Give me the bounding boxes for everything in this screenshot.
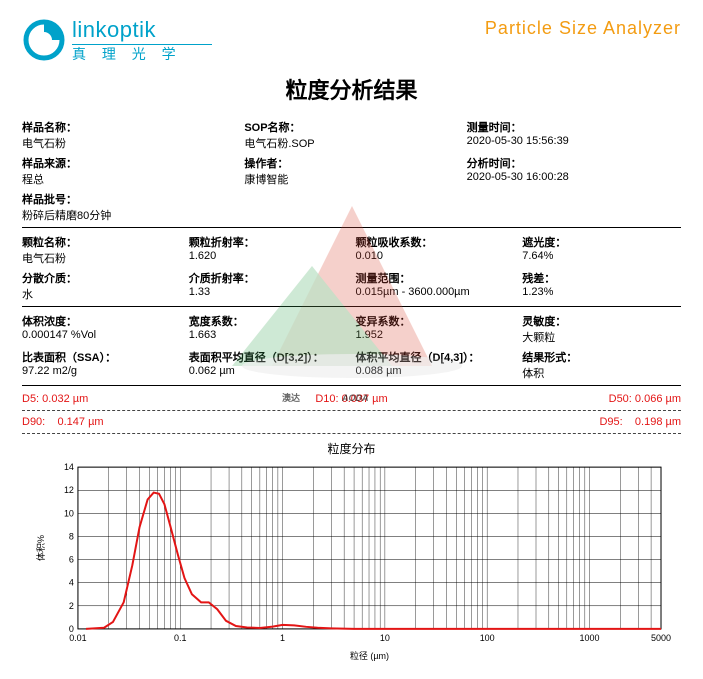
lbl: 颗粒折射率： <box>189 237 255 249</box>
val: 2020-05-30 15:56:39 <box>467 135 569 147</box>
lbl: 测量范围： <box>356 273 411 285</box>
info-block-3: 体积浓度：0.000147 %Vol 宽度系数：1.663 变异系数：1.952… <box>22 311 681 383</box>
svg-text:10: 10 <box>64 508 74 518</box>
val: 0.088 µm <box>356 365 402 377</box>
val: 1.952 <box>356 329 384 341</box>
info-block-2: 颗粒名称： 电气石粉 颗粒折射率：1.620 颗粒吸收系数：0.010 遮光度：7… <box>22 232 681 304</box>
val: 康博智能 <box>244 174 288 186</box>
svg-text:14: 14 <box>64 462 74 472</box>
d-row-1: D5: 0.032 µm D10: 0.037 µm D50: 0.066 µm <box>22 390 681 408</box>
d50: D50: 0.066 µm <box>461 393 681 405</box>
lbl: 灵敏度： <box>522 316 566 328</box>
info-block-1: 样品名称：电气石粉 SOP名称：电气石粉.SOP 测量时间：2020-05-30… <box>22 117 681 225</box>
svg-text:2: 2 <box>69 600 74 610</box>
val: 0.062 µm <box>189 365 235 377</box>
val: 1.33 <box>189 286 210 298</box>
distribution-chart: 024681012140.010.111010010005000粒径 (µm)体… <box>32 461 671 661</box>
lbl: 颗粒吸收系数： <box>356 237 433 249</box>
lbl: 分析时间： <box>467 158 522 170</box>
d90l: D90: <box>22 416 45 428</box>
lbl: 体积平均直径（D[4,3]）： <box>356 352 480 364</box>
svg-text:1000: 1000 <box>580 632 600 642</box>
page-wrap: 澳达 AODA linkoptik 真 理 光 学 Particle Size … <box>0 0 703 679</box>
lbl: 颗粒名称： <box>22 237 77 249</box>
chart-svg: 024681012140.010.111010010005000粒径 (µm)体… <box>32 461 671 661</box>
val: 水 <box>22 289 33 301</box>
svg-text:4: 4 <box>69 577 74 587</box>
svg-text:体积%: 体积% <box>35 535 46 561</box>
val: 2020-05-30 16:00:28 <box>467 171 569 183</box>
lbl: 分散介质： <box>22 273 77 285</box>
svg-text:10: 10 <box>380 632 390 642</box>
val: 1.620 <box>189 250 217 262</box>
lbl: 操作者： <box>244 158 288 170</box>
lbl: 变异系数： <box>356 316 411 328</box>
svg-text:8: 8 <box>69 531 74 541</box>
svg-text:5000: 5000 <box>651 632 671 642</box>
svg-text:12: 12 <box>64 485 74 495</box>
svg-text:100: 100 <box>480 632 495 642</box>
val: 电气石粉.SOP <box>244 138 314 150</box>
main-title: 粒度分析结果 <box>22 73 681 105</box>
val: 电气石粉 <box>22 253 66 265</box>
d-row-2: D90: 0.147 µm D95: 0.198 µm <box>22 413 681 431</box>
lbl: 体积浓度： <box>22 316 77 328</box>
val: 1.663 <box>189 329 217 341</box>
header: linkoptik 真 理 光 学 Particle Size Analyzer <box>22 18 681 63</box>
lbl: 介质折射率： <box>189 273 255 285</box>
d95v: 0.198 µm <box>635 416 681 428</box>
svg-text:1: 1 <box>280 632 285 642</box>
lbl: SOP名称： <box>244 122 300 134</box>
chart-title: 粒度分布 <box>22 440 681 457</box>
lbl: 样品名称： <box>22 122 77 134</box>
lbl: 样品来源： <box>22 158 77 170</box>
val: 7.64% <box>522 250 553 262</box>
lbl: 宽度系数： <box>189 316 244 328</box>
logo-en: linkoptik <box>72 18 212 42</box>
val: 1.23% <box>522 286 553 298</box>
lbl: 残差： <box>522 273 555 285</box>
d10: D10: 0.037 µm <box>242 393 462 405</box>
lbl: 测量时间： <box>467 122 522 134</box>
val: 程总 <box>22 174 44 186</box>
lbl: 结果形式： <box>522 352 577 364</box>
val: 电气石粉 <box>22 138 66 150</box>
val: 0.010 <box>356 250 384 262</box>
svg-text:0.01: 0.01 <box>69 632 86 642</box>
lbl: 样品批号： <box>22 194 77 206</box>
svg-text:0.1: 0.1 <box>174 632 186 642</box>
logo-icon <box>22 18 66 62</box>
d90v: 0.147 µm <box>57 416 103 428</box>
val: 体积 <box>522 368 544 380</box>
logo-cn: 真 理 光 学 <box>72 47 212 62</box>
val: 粉碎后精磨80分钟 <box>22 210 111 222</box>
val: 97.22 m2/g <box>22 365 77 377</box>
d5: D5: 0.032 µm <box>22 393 242 405</box>
svg-text:6: 6 <box>69 554 74 564</box>
lbl: 比表面积（SSA）： <box>22 352 116 364</box>
svg-text:粒径 (µm): 粒径 (µm) <box>350 649 389 660</box>
val: 0.000147 %Vol <box>22 329 96 341</box>
val: 大颗粒 <box>522 332 555 344</box>
d95l: D95: <box>599 416 622 428</box>
val: 0.015µm - 3600.000µm <box>356 286 470 298</box>
logo: linkoptik 真 理 光 学 <box>22 18 212 63</box>
lbl: 遮光度： <box>522 237 566 249</box>
product-name: Particle Size Analyzer <box>485 18 681 39</box>
lbl: 表面积平均直径（D[3,2]）： <box>189 352 324 364</box>
